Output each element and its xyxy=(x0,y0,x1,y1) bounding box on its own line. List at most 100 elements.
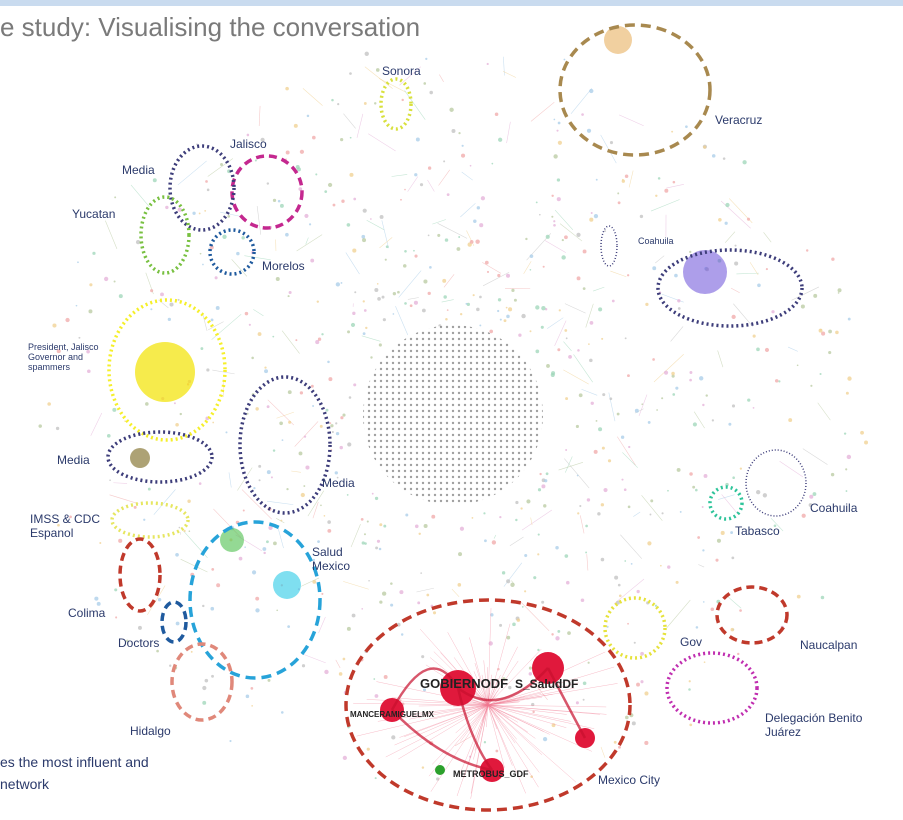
network-detail xyxy=(445,318,448,321)
network-detail xyxy=(307,115,309,117)
network-detail xyxy=(666,184,684,188)
network-detail xyxy=(553,154,557,158)
network-detail xyxy=(393,313,395,315)
network-detail xyxy=(327,529,331,533)
cluster-label: Veracruz xyxy=(715,113,762,127)
network-detail xyxy=(619,115,644,126)
network-detail xyxy=(266,540,269,543)
network-detail xyxy=(379,523,382,526)
network-detail xyxy=(421,655,424,658)
network-detail xyxy=(181,559,208,572)
network-detail xyxy=(374,102,376,104)
network-detail xyxy=(47,402,51,406)
cluster-label: Tabasco xyxy=(735,524,780,538)
network-detail xyxy=(620,535,641,559)
network-detail xyxy=(313,502,318,518)
network-detail xyxy=(627,623,629,625)
network-detail xyxy=(625,716,629,720)
network-detail xyxy=(535,305,539,309)
network-detail xyxy=(485,261,489,265)
network-detail xyxy=(380,237,393,248)
network-detail xyxy=(688,688,691,691)
network-detail xyxy=(461,154,465,158)
network-detail xyxy=(482,262,501,273)
network-detail xyxy=(413,250,415,252)
network-detail xyxy=(309,223,311,225)
network-detail xyxy=(602,447,605,450)
network-detail xyxy=(363,300,365,302)
network-detail xyxy=(311,385,314,388)
network-detail xyxy=(704,661,706,663)
network-detail xyxy=(178,208,182,212)
network-detail xyxy=(320,505,322,507)
network-detail xyxy=(860,431,864,435)
network-detail xyxy=(757,283,761,287)
network-detail xyxy=(712,419,714,421)
network-detail xyxy=(404,189,406,191)
cluster-label: President, Jalisco Governor and spammers xyxy=(28,342,118,372)
network-detail xyxy=(335,471,338,474)
network-detail xyxy=(654,354,684,382)
network-detail xyxy=(187,500,190,503)
network-detail xyxy=(479,223,483,227)
network-detail xyxy=(401,633,403,635)
network-detail xyxy=(264,367,266,369)
network-detail xyxy=(347,330,350,333)
network-detail xyxy=(312,580,316,584)
network-detail xyxy=(697,536,700,539)
network-detail xyxy=(257,206,261,235)
network-detail xyxy=(362,336,381,341)
network-detail xyxy=(696,626,699,629)
network-detail xyxy=(644,691,648,695)
network-detail xyxy=(232,259,247,276)
network-detail xyxy=(802,514,806,518)
network-detail xyxy=(551,195,553,197)
network-detail xyxy=(810,385,812,387)
network-detail xyxy=(725,232,735,243)
network-detail xyxy=(728,596,742,608)
network-detail xyxy=(792,287,819,300)
network-detail xyxy=(272,336,274,338)
network-detail xyxy=(189,530,191,532)
network-detail xyxy=(247,413,249,415)
network-detail xyxy=(375,546,378,549)
network-detail xyxy=(52,324,56,328)
network-detail xyxy=(288,421,291,424)
network-detail xyxy=(361,518,364,521)
network-detail xyxy=(365,52,369,56)
network-detail xyxy=(571,88,592,114)
network-detail xyxy=(264,369,268,373)
network-detail xyxy=(628,446,630,448)
network-detail xyxy=(428,180,435,192)
network-detail xyxy=(310,259,314,263)
network-detail xyxy=(689,723,692,726)
network-detail xyxy=(428,235,430,237)
network-detail xyxy=(625,174,629,178)
network-detail xyxy=(253,487,255,489)
network-detail xyxy=(273,542,277,546)
network-detail xyxy=(543,737,547,741)
network-detail xyxy=(397,291,400,294)
network-detail xyxy=(565,304,586,314)
network-detail xyxy=(530,254,534,258)
network-detail xyxy=(114,196,116,198)
network-detail xyxy=(424,524,428,528)
network-detail xyxy=(563,370,588,384)
cluster-label: Morelos xyxy=(262,259,305,273)
network-detail xyxy=(330,424,333,427)
network-detail xyxy=(522,510,552,530)
network-detail xyxy=(367,220,385,230)
network-detail xyxy=(370,218,372,220)
network-detail xyxy=(286,488,288,490)
network-detail xyxy=(737,653,739,655)
network-detail xyxy=(667,565,670,568)
network-detail xyxy=(56,427,59,430)
network-detail xyxy=(134,506,137,509)
network-detail xyxy=(541,601,544,604)
network-detail xyxy=(747,399,750,402)
network-detail xyxy=(460,313,462,315)
network-detail xyxy=(722,494,739,514)
network-detail xyxy=(136,240,140,244)
network-detail xyxy=(672,393,675,396)
cluster-label: Coahuila xyxy=(810,501,857,515)
